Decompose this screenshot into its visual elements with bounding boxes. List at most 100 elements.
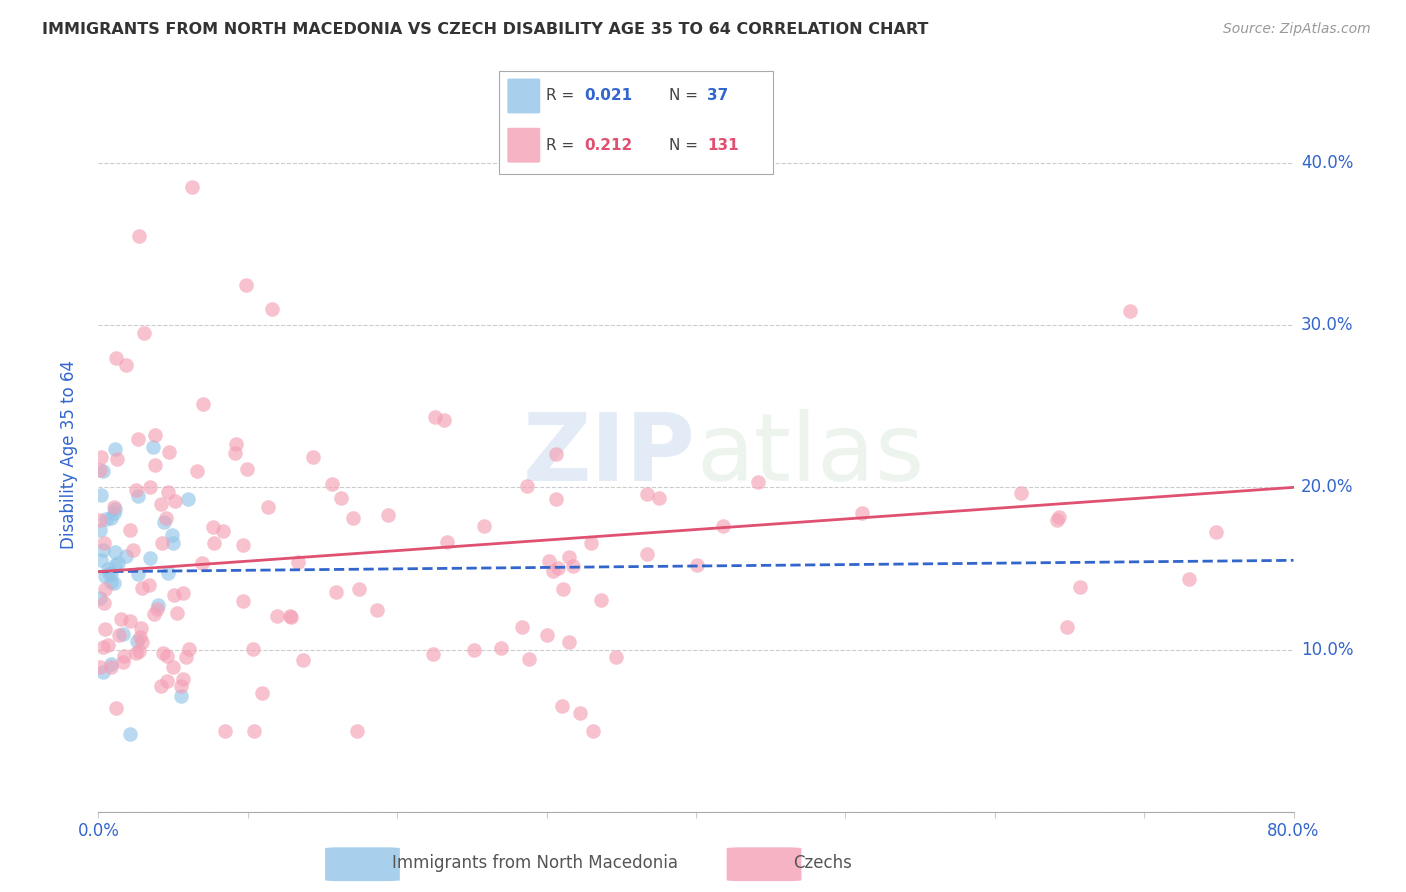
Point <box>433 413 456 427</box>
Point <box>243 723 266 738</box>
Point <box>162 660 184 674</box>
Point <box>329 491 352 506</box>
Point <box>543 564 565 578</box>
Point <box>138 578 160 592</box>
FancyBboxPatch shape <box>508 128 540 162</box>
Point <box>425 409 447 424</box>
Point <box>89 660 111 674</box>
Point <box>122 543 145 558</box>
Point <box>114 649 136 664</box>
Point <box>115 549 138 564</box>
Point <box>103 575 125 590</box>
Point <box>104 442 127 456</box>
Point <box>204 536 226 550</box>
Point <box>582 723 605 738</box>
Point <box>302 450 325 464</box>
Point <box>686 558 709 573</box>
Point <box>472 518 495 533</box>
Point <box>436 535 458 549</box>
Point <box>366 603 388 617</box>
Point <box>176 491 198 506</box>
Point <box>463 643 485 657</box>
Point <box>100 566 122 581</box>
Point <box>181 180 204 194</box>
Point <box>536 628 558 642</box>
Point <box>557 634 579 648</box>
Point <box>512 620 534 634</box>
Point <box>489 640 512 655</box>
Point <box>143 458 166 472</box>
Point <box>186 465 208 479</box>
Point <box>104 558 127 572</box>
Point <box>91 640 114 654</box>
Point <box>172 672 194 686</box>
Point <box>94 623 117 637</box>
Point <box>280 610 302 624</box>
Point <box>191 397 214 411</box>
Point <box>287 555 309 569</box>
Point <box>166 606 188 620</box>
Point <box>179 641 201 656</box>
Point <box>120 614 142 628</box>
Point <box>131 635 153 649</box>
Point <box>1119 304 1142 318</box>
Point <box>100 511 122 525</box>
Point <box>127 567 149 582</box>
Text: 0.212: 0.212 <box>583 137 633 153</box>
Point <box>114 358 136 372</box>
Point <box>517 651 540 665</box>
Point <box>104 501 127 516</box>
Point <box>145 428 167 442</box>
Point <box>103 506 125 520</box>
FancyBboxPatch shape <box>499 71 773 174</box>
Point <box>91 464 114 478</box>
FancyBboxPatch shape <box>325 847 399 881</box>
Point <box>232 594 254 608</box>
Text: 10.0%: 10.0% <box>1301 640 1354 658</box>
Point <box>152 646 174 660</box>
Point <box>142 607 165 621</box>
Point <box>636 547 658 561</box>
FancyBboxPatch shape <box>508 78 540 113</box>
Point <box>156 674 179 689</box>
Point <box>346 723 368 738</box>
Point <box>321 476 343 491</box>
Point <box>747 475 769 490</box>
Point <box>170 679 193 693</box>
Point <box>163 493 186 508</box>
Point <box>232 538 254 552</box>
Point <box>89 523 111 537</box>
Point <box>292 653 315 667</box>
Text: N =: N = <box>669 88 703 103</box>
Point <box>131 621 153 635</box>
Text: ZIP: ZIP <box>523 409 696 501</box>
Point <box>516 479 538 493</box>
Point <box>94 512 117 526</box>
Point <box>547 561 569 575</box>
Point <box>225 437 247 451</box>
Point <box>163 588 186 602</box>
Point <box>174 649 197 664</box>
Point <box>266 608 288 623</box>
Text: atlas: atlas <box>696 409 924 501</box>
Point <box>131 581 153 595</box>
Point <box>711 519 734 533</box>
Point <box>108 628 131 642</box>
Point <box>128 631 150 645</box>
Point <box>107 556 129 570</box>
Point <box>90 488 112 502</box>
Point <box>132 326 155 341</box>
Point <box>325 585 347 599</box>
Point <box>93 596 115 610</box>
Text: Source: ZipAtlas.com: Source: ZipAtlas.com <box>1223 22 1371 37</box>
Point <box>342 511 364 525</box>
Point <box>111 655 134 669</box>
Y-axis label: Disability Age 35 to 64: Disability Age 35 to 64 <box>59 360 77 549</box>
Point <box>1056 620 1078 634</box>
Point <box>120 523 142 537</box>
Text: R =: R = <box>546 88 579 103</box>
Text: Immigrants from North Macedonia: Immigrants from North Macedonia <box>392 854 678 872</box>
Point <box>127 634 149 648</box>
Point <box>100 660 122 674</box>
Point <box>224 445 246 459</box>
